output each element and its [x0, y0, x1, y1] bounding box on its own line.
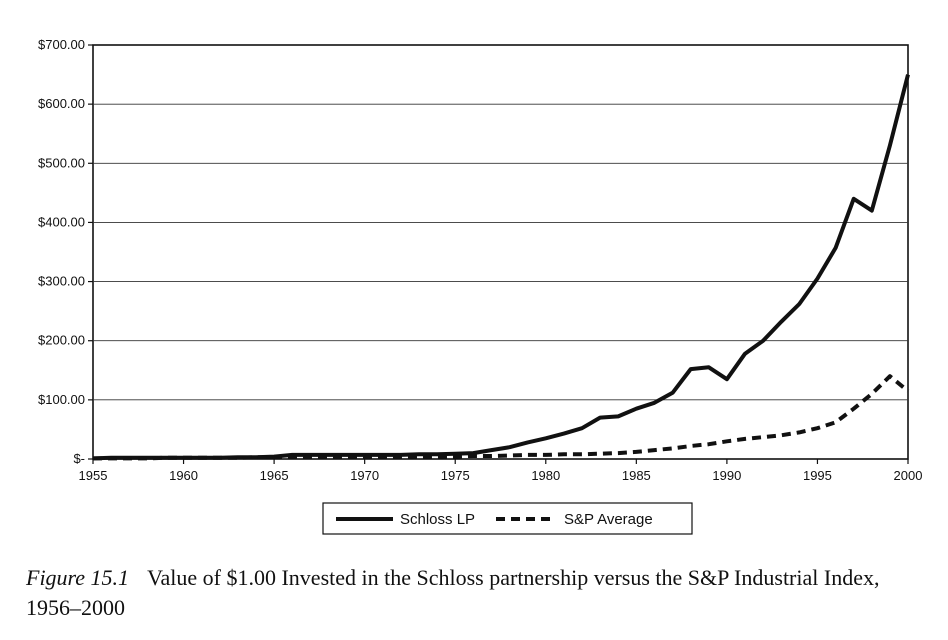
x-tick-label: 1995 [803, 468, 832, 483]
y-tick-label: $700.00 [38, 37, 85, 52]
caption-text: Value of $1.00 Invested in the Schloss p… [26, 565, 880, 620]
x-tick-label: 1985 [622, 468, 651, 483]
x-tick-label: 1990 [712, 468, 741, 483]
x-tick-label: 1970 [350, 468, 379, 483]
y-tick-label: $300.00 [38, 274, 85, 289]
x-tick-label: 1960 [169, 468, 198, 483]
x-tick-label: 1975 [441, 468, 470, 483]
legend: Schloss LP S&P Average [322, 502, 693, 535]
figure-caption: Figure 15.1 Value of $1.00 Invested in th… [26, 563, 926, 623]
y-tick-label: $600.00 [38, 96, 85, 111]
x-axis-ticks: 1955 1960 1965 1970 1975 1980 1985 1990 1995 2000 [79, 459, 923, 483]
figure-label: Figure 15.1 [26, 565, 130, 590]
y-axis-ticks: $- $100.00 $200.00 $300.00 $400.00 $500.00 $60… [38, 37, 93, 466]
series-lines [92, 74, 910, 461]
y-tick-label: $100.00 [38, 392, 85, 407]
y-tick-label: $200.00 [38, 333, 85, 348]
y-tick-label: $- [73, 451, 85, 466]
x-tick-label: 1980 [531, 468, 560, 483]
series-line-s-p-average [93, 374, 910, 461]
line-chart: $- $100.00 $200.00 $300.00 $400.00 $500.00 $60… [38, 37, 923, 535]
legend-label-sp: S&P Average [564, 511, 653, 528]
x-tick-label: 1955 [79, 468, 108, 483]
legend-label-schloss: Schloss LP [400, 511, 475, 528]
x-tick-label: 1965 [260, 468, 289, 483]
y-tick-label: $500.00 [38, 155, 85, 170]
y-tick-label: $400.00 [38, 214, 85, 229]
plot-area [92, 44, 909, 460]
x-tick-label: 2000 [894, 468, 923, 483]
gridlines [93, 103, 908, 401]
